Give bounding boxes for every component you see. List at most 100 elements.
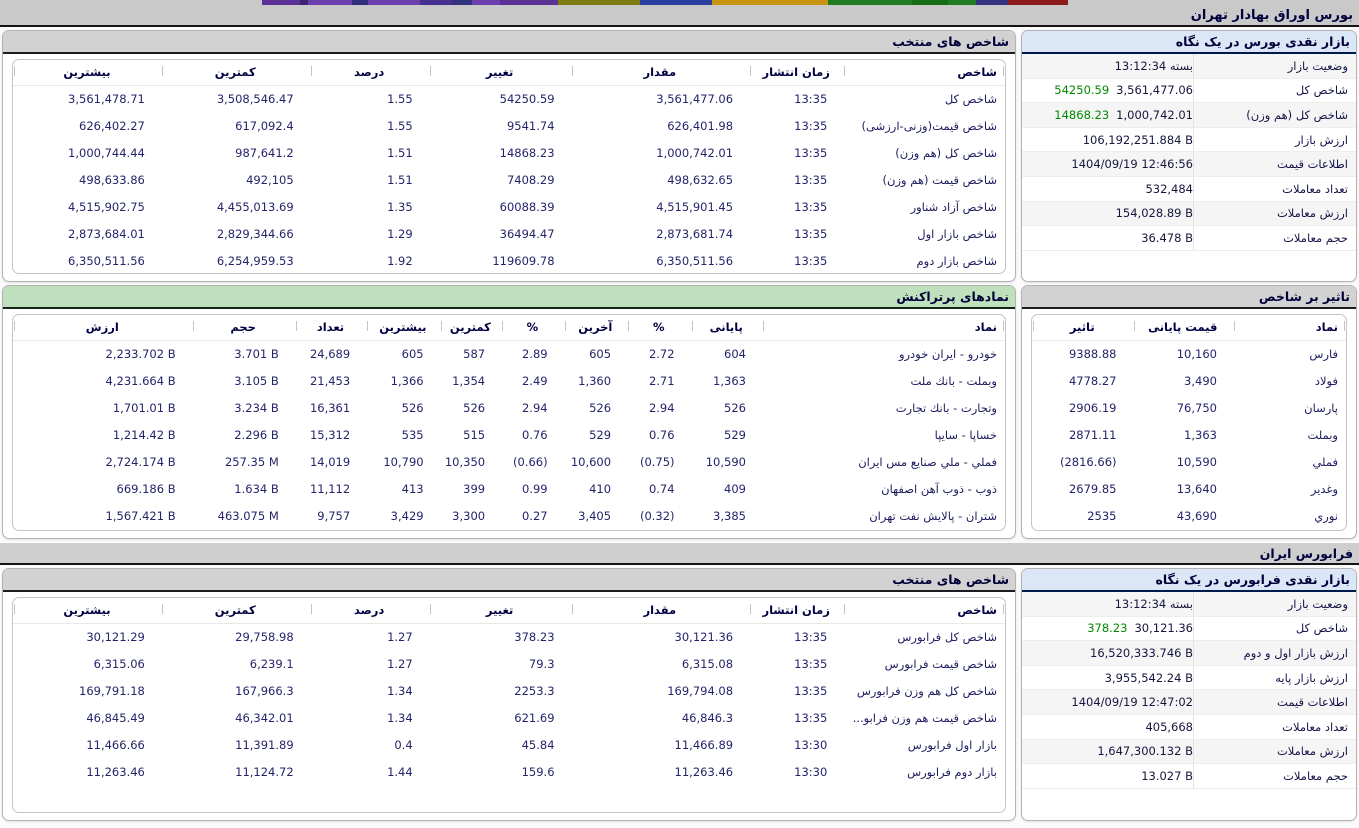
cell-value: 13,640 — [1176, 481, 1217, 496]
table-row[interactable]: پارسان 76,750 2906.19 — [1032, 394, 1346, 421]
cell-value: 1,214.42 B — [112, 427, 176, 442]
index-impact-table-box: نماد قیمت پایانی تاثیر فارس 10,160 9388.88 فول… — [1031, 314, 1347, 531]
table-row[interactable]: شتران - پالایش نفت تهران 3,385 (0.32) 3,405… — [13, 502, 1005, 529]
table-row[interactable]: شاخص بازار اول 13:35 2,873,681.74 36494.47 1… — [13, 220, 1005, 247]
table-row[interactable]: شاخص بازار دوم 13:35 6,350,511.56 119609.78… — [13, 247, 1005, 273]
table-row[interactable]: فولاد 3,490 4778.27 — [1032, 367, 1346, 394]
row-label: شاخص قیمت هم وزن فرابو... — [852, 710, 997, 725]
table-row[interactable]: وغدیر 13,640 2679.85 — [1032, 475, 1346, 502]
summary-row: اطلاعات قیمت 1404/09/19 12:46:56 — [1022, 152, 1356, 177]
cell-value: 14868.23 — [499, 145, 555, 160]
column-header[interactable]: درصد — [309, 60, 429, 86]
table-row[interactable]: شاخص کل فرابورس 13:35 30,121.36 378.23 1.27 2… — [13, 623, 1005, 650]
farabourse-glance-summary: وضعیت بازار بسته 13:12:34 شاخص کل 30,121.36… — [1022, 592, 1356, 820]
row-label: شاخص بازار دوم — [916, 253, 997, 268]
cell-value: 3,385 — [713, 508, 746, 523]
table-row[interactable]: فارس 10,160 9388.88 — [1032, 340, 1346, 367]
table-row[interactable]: خودرو - ایران خودرو 604 2.72 605 2.89 587 605 2… — [13, 340, 1005, 367]
bourse-indices-table: شاخص زمان انتشار مقدار تغییر درصد کمترین بیشتر… — [13, 60, 1005, 273]
column-header[interactable]: کمترین — [439, 315, 502, 341]
cell-value: 79.3 — [528, 656, 555, 671]
table-row[interactable]: شاخص قیمت (هم وزن) 13:35 498,632.65 7408.29… — [13, 166, 1005, 193]
row-label: وبملت - بانك ملت — [910, 373, 997, 388]
table-row[interactable]: وبملت - بانك ملت 1,363 2.71 1,360 2.49 1,354 1… — [13, 367, 1005, 394]
cell-value: 1.51 — [387, 145, 413, 160]
summary-label: شاخص کل (هم وزن) — [1193, 103, 1356, 127]
table-row[interactable]: نوري 43,690 2535 — [1032, 502, 1346, 529]
table-row[interactable]: ذوب - ذوب آهن اصفهان 409 0.74 410 0.99 399 413… — [13, 475, 1005, 502]
column-header[interactable]: بیشترین — [366, 315, 440, 341]
cell-value: 3.234 B — [234, 400, 279, 415]
column-header[interactable]: مقدار — [570, 598, 750, 624]
column-header[interactable]: شاخص — [843, 598, 1005, 624]
table-row[interactable]: شاخص کل (هم وزن) 13:35 1,000,742.01 14868.2… — [13, 139, 1005, 166]
column-header[interactable]: نماد — [1232, 315, 1346, 341]
cell-value: 119609.78 — [492, 253, 555, 268]
table-row[interactable]: شاخص قیمت فرابورس 13:35 6,315.08 79.3 1.27 6,… — [13, 650, 1005, 677]
column-header[interactable]: ارزش — [13, 315, 192, 341]
row-label: شاخص کل (هم وزن) — [895, 145, 997, 160]
column-header[interactable]: بیشترین — [13, 60, 161, 86]
cell-value: 11,263.46 — [674, 764, 734, 779]
cell-value: 13:35 — [794, 199, 828, 214]
column-header[interactable]: کمترین — [160, 598, 310, 624]
column-header[interactable]: نماد — [761, 315, 1005, 341]
column-header[interactable]: حجم — [191, 315, 295, 341]
summary-value: 405,668 — [1022, 715, 1193, 739]
table-row[interactable]: خساپا - سایپا 529 0.76 529 0.76 515 535 15,312 2… — [13, 421, 1005, 448]
section-title: بازار نقدی بورس در یک نگاه — [1175, 34, 1350, 49]
table-row[interactable]: بازار اول فرابورس 13:30 11,466.89 45.84 0.4 1… — [13, 731, 1005, 758]
column-header[interactable]: تغییر — [428, 598, 571, 624]
column-header[interactable]: قیمت پایانی — [1132, 315, 1233, 341]
cell-value: 1.44 — [387, 764, 413, 779]
column-header[interactable]: بیشترین — [13, 598, 161, 624]
column-header[interactable]: زمان انتشار — [749, 60, 844, 86]
column-header[interactable]: تغییر — [428, 60, 571, 86]
column-header[interactable]: زمان انتشار — [749, 598, 844, 624]
column-header[interactable]: شاخص — [843, 60, 1005, 86]
cell-value: 13:35 — [794, 710, 828, 725]
cell-value: 2,829,344.66 — [216, 226, 294, 241]
table-row[interactable]: شاخص کل 13:35 3,561,477.06 54250.59 1.55 3,50… — [13, 85, 1005, 112]
summary-value-main: بسته 13:12:34 — [1114, 58, 1193, 73]
column-header[interactable]: درصد — [309, 598, 429, 624]
table-row[interactable]: بازار دوم فرابورس 13:30 11,263.46 159.6 1.44… — [13, 758, 1005, 785]
summary-value-main: 3,561,477.06 — [1116, 83, 1193, 98]
summary-value: 3,955,542.24 B — [1022, 666, 1193, 690]
column-header[interactable]: پایانی — [690, 315, 762, 341]
table-row[interactable]: وبملت 1,363 2871.11 — [1032, 421, 1346, 448]
farabourse-title-bar: فرابورس ایران — [0, 543, 1359, 565]
column-header[interactable]: کمترین — [160, 60, 310, 86]
table-row[interactable]: شاخص آزاد شناور 13:35 4,515,901.45 60088.39… — [13, 193, 1005, 220]
summary-value-main: 1404/09/19 12:46:56 — [1071, 157, 1193, 172]
summary-label: حجم معاملات — [1193, 226, 1356, 250]
column-header[interactable]: مقدار — [570, 60, 750, 86]
table-row[interactable]: شاخص قیمت(وزنی-ارزشی) 13:35 626,401.98 9541… — [13, 112, 1005, 139]
cell-value: 0.4 — [394, 737, 413, 752]
table-row[interactable]: شاخص کل هم وزن فرابورس 13:35 169,794.08 225… — [13, 677, 1005, 704]
cell-value: 526 — [589, 400, 612, 415]
column-header[interactable]: تاثیر — [1032, 315, 1133, 341]
column-header[interactable]: تعداد — [294, 315, 367, 341]
cell-value: 3,561,477.06 — [656, 91, 734, 106]
cell-value: 76,750 — [1176, 400, 1217, 415]
table-row[interactable]: فملي - ملي صنایع مس ایران 10,590 (0.75) 10,… — [13, 448, 1005, 475]
table-row[interactable]: وتجارت - بانك تجارت 526 2.94 526 2.94 526 526 1… — [13, 394, 1005, 421]
summary-value-main: 106,192,251.884 B — [1082, 132, 1193, 147]
cell-value: 498,633.86 — [79, 172, 145, 187]
cell-value: 0.27 — [521, 508, 548, 523]
cell-value: 13:35 — [794, 145, 828, 160]
summary-value: بسته 13:12:34 — [1022, 592, 1193, 616]
table-row[interactable]: فملي 10,590 (2816.66) — [1032, 448, 1346, 475]
column-header[interactable]: % — [627, 315, 691, 341]
farabourse-title: فرابورس ایران — [1259, 545, 1353, 561]
summary-value-main: 3,955,542.24 B — [1104, 670, 1193, 685]
cell-value: 526 — [463, 400, 486, 415]
summary-label: ارزش معاملات — [1193, 201, 1356, 226]
cell-value: 617,092.4 — [235, 118, 294, 133]
table-row[interactable]: شاخص قیمت هم وزن فرابو... 13:35 46,846.3 62… — [13, 704, 1005, 731]
column-header[interactable]: آخرین — [563, 315, 628, 341]
column-header[interactable]: % — [501, 315, 564, 341]
cell-value: 3.105 B — [234, 373, 279, 388]
summary-value: 16,520,333.746 B — [1022, 641, 1193, 665]
